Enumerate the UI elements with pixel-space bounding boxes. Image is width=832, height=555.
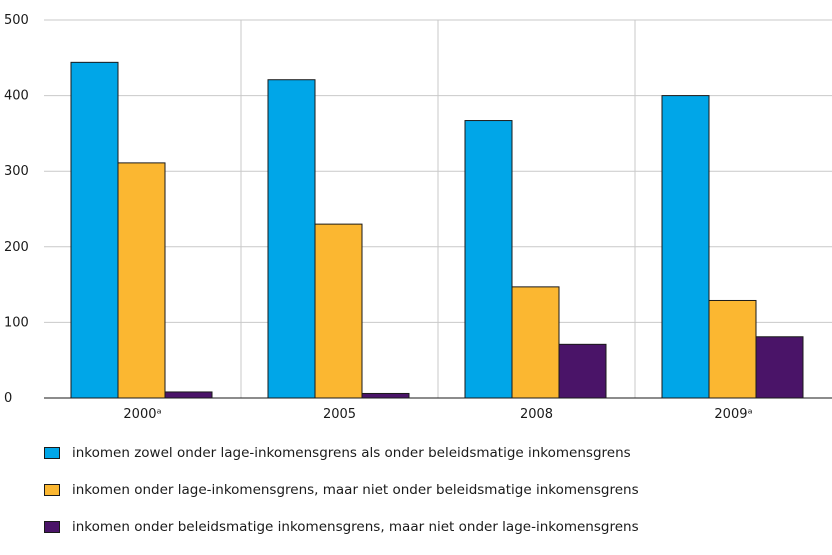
bar: [558, 343, 607, 399]
bar: [361, 392, 410, 399]
legend-item: inkomen onder lage-inkomensgrens, maar n…: [44, 481, 639, 518]
legend-label: inkomen onder lage-inkomensgrens, maar n…: [72, 482, 639, 498]
bar-chart: 0 100 200 300 400 500 2000ᵃ 2005 2008 2009ᵃ: [4, 13, 832, 422]
legend-item: inkomen zowel onder lage-inkomensgrens a…: [44, 444, 639, 481]
legend-item: inkomen onder beleidsmatige inkomensgren…: [44, 518, 639, 555]
x-axis-tick-labels: 2000ᵃ 2005 2008 2009ᵃ: [123, 407, 752, 422]
bar: [464, 120, 513, 399]
bar: [164, 391, 213, 399]
bar: [755, 336, 804, 399]
legend-swatch: [44, 521, 60, 533]
y-tick-label: 0: [4, 391, 12, 406]
y-tick-label: 400: [4, 89, 29, 104]
y-tick-label: 100: [4, 315, 29, 330]
x-tick-label: 2009ᵃ: [714, 407, 752, 422]
x-tick-label: 2005: [323, 407, 356, 422]
bar: [661, 95, 710, 399]
bar: [70, 61, 119, 399]
bars: [70, 61, 804, 399]
bar: [267, 79, 316, 399]
x-tick-label: 2000ᵃ: [123, 407, 161, 422]
bar: [314, 223, 363, 399]
bar: [708, 299, 757, 399]
legend-swatch: [44, 447, 60, 459]
y-tick-label: 300: [4, 164, 29, 179]
legend: inkomen zowel onder lage-inkomensgrens a…: [44, 444, 639, 555]
legend-label: inkomen onder beleidsmatige inkomensgren…: [72, 519, 639, 535]
x-tick-label: 2008: [520, 407, 553, 422]
legend-swatch: [44, 484, 60, 496]
y-tick-label: 500: [4, 13, 29, 28]
y-tick-label: 200: [4, 240, 29, 255]
legend-label: inkomen zowel onder lage-inkomensgrens a…: [72, 445, 631, 461]
bar: [117, 162, 166, 399]
y-axis-tick-labels: 0 100 200 300 400 500: [4, 13, 29, 406]
bar: [511, 286, 560, 399]
